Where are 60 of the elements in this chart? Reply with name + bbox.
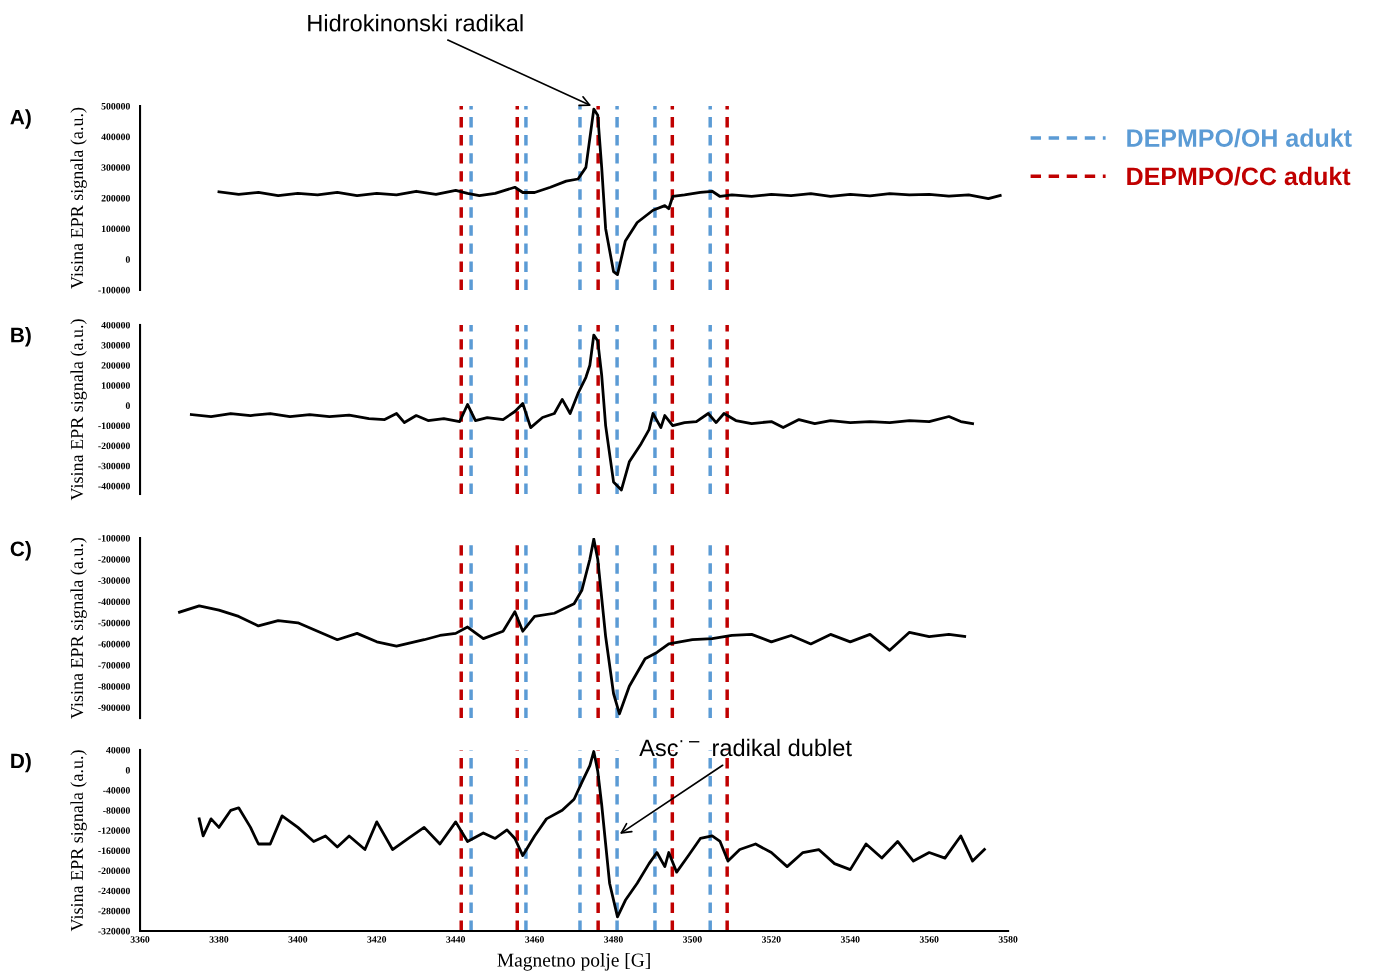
y-tick-label: -200000 xyxy=(98,442,130,450)
x-tick-label: 3500 xyxy=(683,936,702,943)
y-tick-label: 0 xyxy=(125,767,130,774)
x-tick-label: 3360 xyxy=(130,936,150,943)
x-tick-label: 3520 xyxy=(762,936,781,943)
y-tick-label: 0 xyxy=(125,256,130,263)
y-tick-label: 200000 xyxy=(101,194,130,202)
y-axis-title: Visina EPR signala (a.u.) xyxy=(70,319,87,501)
y-tick-label: -80000 xyxy=(103,807,130,814)
y-tick-label: -300000 xyxy=(98,577,130,584)
y-tick-label: -700000 xyxy=(98,662,130,669)
y-tick-label: -240000 xyxy=(98,887,130,895)
x-tick-label: 3580 xyxy=(998,936,1018,943)
y-tick-label: 0 xyxy=(125,402,130,409)
ref-line-label: DEPMPO/OH adukt xyxy=(1127,128,1352,148)
x-tick-label: 3380 xyxy=(209,936,229,943)
y-tick-label: 40000 xyxy=(106,746,130,754)
y-tick-label: -100000 xyxy=(98,422,130,430)
y-tick-label: 500000 xyxy=(101,102,130,110)
x-axis-title: Magnetno polje [G] xyxy=(497,952,650,971)
y-tick-label: 400000 xyxy=(101,133,130,141)
y-tick-label: -400000 xyxy=(98,598,130,606)
annotation: Asc$^{·−}$ radikal dublet xyxy=(639,738,852,757)
x-tick-label: 3420 xyxy=(367,936,387,943)
y-tick-label: -160000 xyxy=(98,847,130,854)
annotation: Hidrokinonski radikal xyxy=(308,14,523,32)
ref-line-label: DEPMPO/CC adukt xyxy=(1127,166,1351,186)
y-tick-label: -120000 xyxy=(98,827,130,834)
chart-title: A) xyxy=(10,109,31,129)
y-tick-label: -280000 xyxy=(98,907,130,915)
x-tick-label: 3460 xyxy=(525,936,544,943)
y-tick-label: 100000 xyxy=(101,225,130,233)
y-tick-label: -400000 xyxy=(98,482,130,490)
y-tick-label: -200000 xyxy=(98,867,130,875)
chart-title: C) xyxy=(10,540,31,561)
y-tick-label: -200000 xyxy=(98,556,130,563)
y-axis-title: Visina EPR signala (a.u.) xyxy=(70,537,87,719)
y-axis-title: Visina EPR signala (a.u.) xyxy=(70,107,87,289)
y-tick-label: 100000 xyxy=(101,382,130,389)
y-tick-label: -320000 xyxy=(98,927,130,935)
x-tick-label: 3560 xyxy=(919,936,939,943)
x-tick-label: 3440 xyxy=(446,936,466,943)
y-tick-label: -800000 xyxy=(98,683,130,690)
y-tick-label: 200000 xyxy=(101,362,130,369)
y-tick-label: 300000 xyxy=(101,342,130,349)
y-axis-title: Visina EPR signala (a.u.) xyxy=(70,750,87,932)
y-tick-label: 300000 xyxy=(101,164,130,171)
y-tick-label: -100000 xyxy=(98,534,130,542)
y-tick-label: -600000 xyxy=(98,640,130,648)
y-tick-label: -300000 xyxy=(98,462,130,470)
chart-title: B) xyxy=(11,327,31,347)
x-tick-label: 3480 xyxy=(604,936,623,943)
y-tick-label: -100000 xyxy=(98,286,130,294)
y-tick-label: -900000 xyxy=(98,704,130,711)
y-tick-label: -500000 xyxy=(98,619,130,627)
y-tick-label: 400000 xyxy=(101,321,130,329)
y-tick-label: -40000 xyxy=(103,787,130,794)
x-tick-label: 3540 xyxy=(840,936,860,943)
chart-title: D) xyxy=(11,752,31,773)
x-tick-label: 3400 xyxy=(288,936,308,943)
